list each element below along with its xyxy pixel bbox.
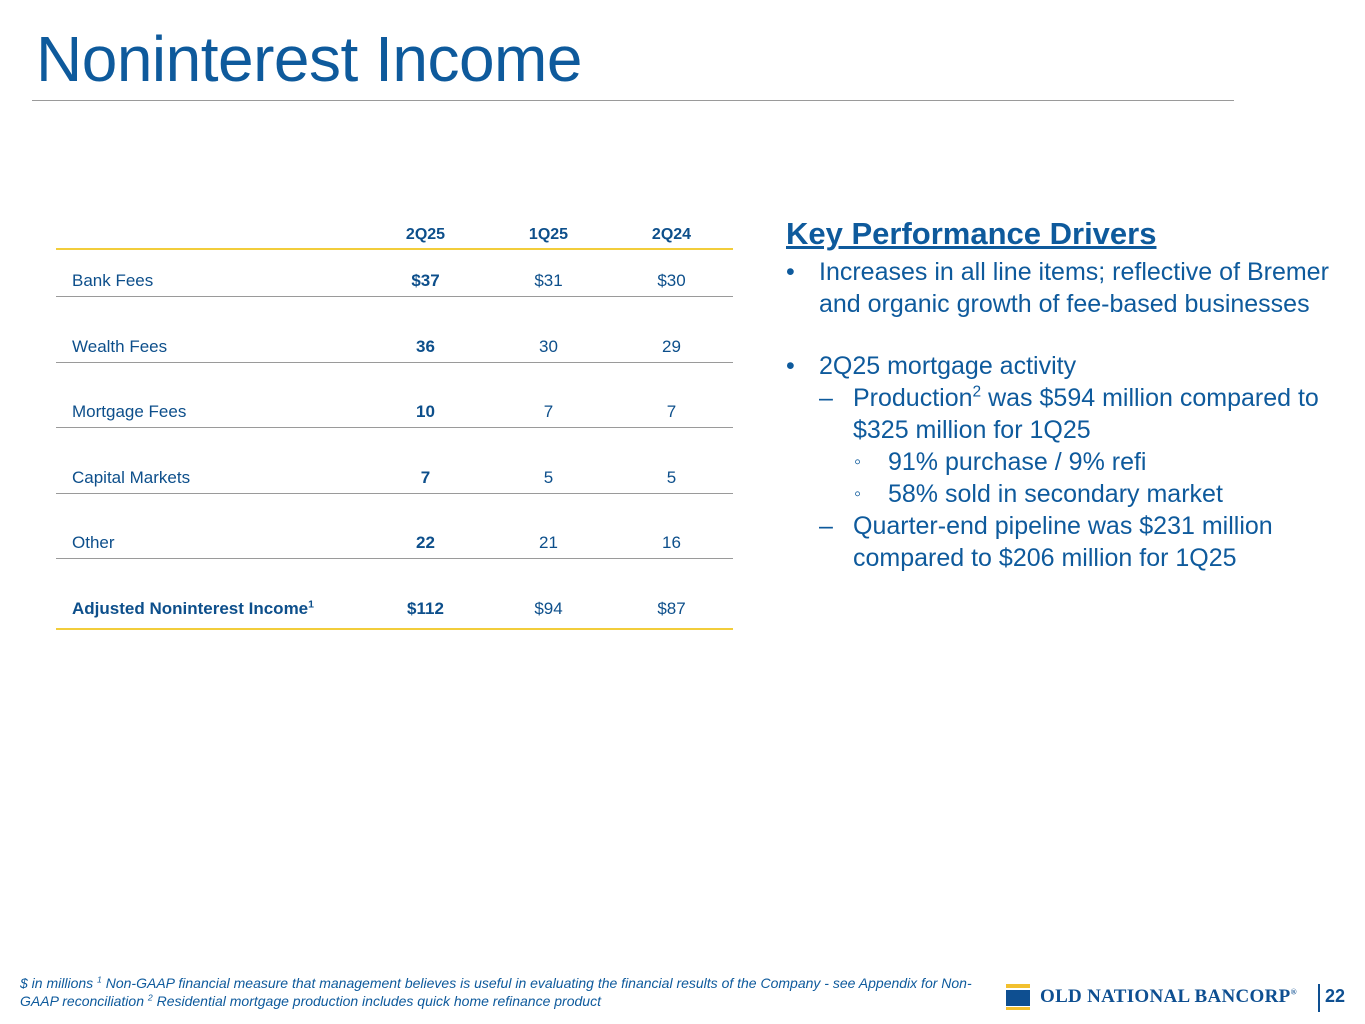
company-logo: OLD NATIONAL BANCORP® [1006,984,1297,1010]
sub-sub-bullet-text: 58% sold in secondary market [888,480,1223,508]
row-label: Other [72,533,115,552]
footnote-ref: 1 [308,598,314,611]
logo-text: OLD NATIONAL BANCORP® [1040,986,1297,1008]
sub-sub-bullet-text: 91% purchase / 9% refi [888,448,1147,476]
cell-2q25: 7 [420,467,431,487]
cell-2q25: 10 [416,402,435,421]
bullet-item: • 2Q25 mortgage activity [786,350,1346,382]
logo-mark-icon [1006,984,1030,1010]
sub-bullet-text: Quarter-end pipeline was $231 million co… [853,512,1273,572]
total-label: Adjusted Noninterest Income1 [56,599,364,619]
drivers-heading: Key Performance Drivers [786,216,1157,251]
registered-mark: ® [1290,987,1297,997]
table-row: Other 22 21 16 [56,494,733,559]
footnote-text: Residential mortgage production includes… [152,993,601,1009]
sub-bullet-text: Production [853,384,973,412]
table-header-row: 2Q25 1Q25 2Q24 [56,222,733,250]
sub-sub-bullet-item: ◦ 58% sold in secondary market [786,478,1346,510]
cell-1q25: 7 [543,402,554,421]
cell-2q24: $30 [657,271,686,290]
cell-2q24: 29 [662,336,681,356]
table-row: Mortgage Fees 10 7 7 [56,363,733,428]
bullet-item: • Increases in all line items; reflectiv… [786,256,1346,320]
cell-1q25: $31 [534,271,563,290]
cell-1q25: 5 [543,467,554,487]
noninterest-income-table: 2Q25 1Q25 2Q24 Bank Fees $37 $31 $30 Wea… [56,222,733,630]
table-row: Bank Fees $37 $31 $30 [56,250,733,297]
bullet-marker: • [786,258,795,286]
table-total-row: Adjusted Noninterest Income1 $112 $94 $8… [56,559,733,630]
cell-2q25: 36 [416,336,435,356]
bullet-text: 2Q25 mortgage activity [819,352,1077,380]
table-row: Wealth Fees 36 30 29 [56,297,733,363]
row-label: Mortgage Fees [72,402,187,421]
circle-marker: ◦ [854,483,862,505]
cell-2q24: 16 [662,533,681,552]
column-header: 1Q25 [528,226,569,243]
key-performance-drivers: Key Performance Drivers • Increases in a… [786,216,1346,574]
logo-wordmark: OLD NATIONAL BANCORP [1040,986,1291,1007]
table-row: Capital Markets 7 5 5 [56,428,733,494]
page-title: Noninterest Income [36,23,582,95]
dash-marker: – [819,512,833,540]
bullet-marker: • [786,352,795,380]
row-label: Bank Fees [72,271,154,290]
circle-marker: ◦ [854,451,862,473]
footnote-text: Non-GAAP financial measure that manageme… [20,975,972,1009]
title-divider [32,100,1234,101]
cell-2q24: 7 [666,402,677,421]
sub-bullet-item: – Quarter-end pipeline was $231 million … [786,510,1346,574]
row-label: Wealth Fees [72,336,168,356]
footnote-ref: 2 [972,383,982,401]
cell-2q24: 5 [666,467,677,487]
total-1q25: $94 [534,599,563,618]
footnote-ref: 2 [147,992,153,1003]
total-2q25: $112 [407,599,444,618]
sub-bullet-text-cont: was $594 million compared to $325 millio… [853,384,1319,444]
sub-sub-bullet-item: ◦ 91% purchase / 9% refi [786,446,1346,478]
column-header: 2Q24 [651,226,692,243]
cell-2q25: $37 [411,271,440,290]
footnote-text: $ in millions [20,975,98,991]
sub-bullet-item: – Production2 was $594 million compared … [786,382,1346,446]
total-2q24: $87 [657,599,686,618]
footnote-ref: 1 [97,974,102,985]
cell-1q25: 21 [539,533,558,552]
dash-marker: – [819,384,833,412]
cell-1q25: 30 [539,336,558,356]
page-number: 22 [1325,986,1346,1006]
cell-2q25: 22 [416,533,435,552]
footnote: $ in millions 1 Non-GAAP financial measu… [20,974,1005,1010]
column-header: 2Q25 [405,226,446,243]
total-label-text: Adjusted Noninterest Income [72,599,309,618]
row-label: Capital Markets [72,467,191,487]
page-number-divider [1318,984,1320,1012]
bullet-text: Increases in all line items; reflective … [819,258,1329,318]
